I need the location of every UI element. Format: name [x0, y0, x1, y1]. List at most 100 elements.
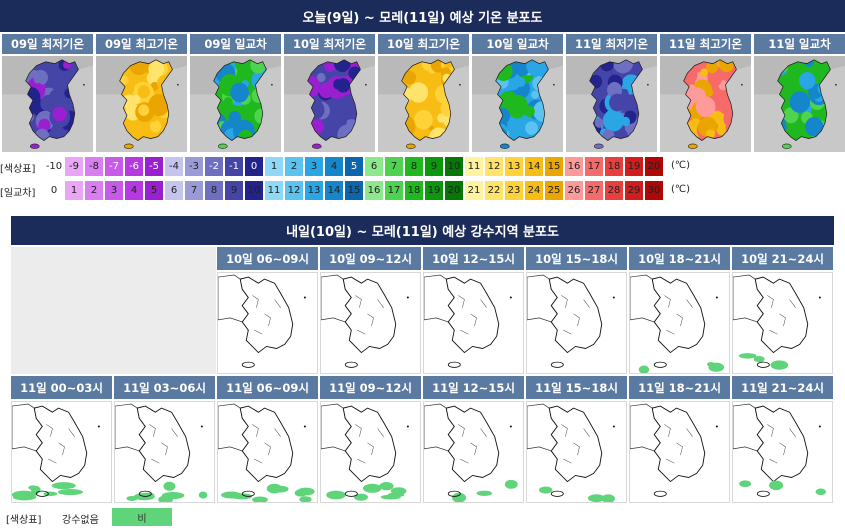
precip-map-image — [629, 401, 730, 503]
range-legend-swatch: 19 — [425, 181, 443, 200]
precip-map-label: 11일 15~18시 — [526, 376, 627, 399]
temp-map-image — [660, 56, 751, 152]
precip-map-grid: 10일 06~09시 10일 09~12시 10일 12~15시 10일 15~… — [11, 247, 834, 503]
temp-map-label: 11일 최고기온 — [660, 34, 751, 54]
range-legend-swatch: 0 — [45, 181, 63, 200]
temp-legend-swatch: 20 — [645, 157, 663, 176]
temp-legend-swatch: 9 — [425, 157, 443, 176]
range-legend-swatch: 23 — [505, 181, 523, 200]
temp-legend-swatch: 10 — [445, 157, 463, 176]
temp-map-row: 09일 최저기온 09일 최고기온 09일 일교차 10일 최저기온 10일 최… — [0, 34, 845, 152]
precip-map-cell: 10일 09~12시 — [320, 247, 421, 374]
precip-map-label: 10일 18~21시 — [629, 247, 730, 270]
precip-map-label: 10일 06~09시 — [217, 247, 318, 270]
temp-color-legend: [색상표] -10 -9 -8 -7 -6 -5 -4 -3 -2 -1 0 1 2 3 4 5 6 7 8 9 10 11… — [0, 157, 845, 177]
precip-map-cell: 10일 18~21시 — [629, 247, 730, 374]
temp-legend-title: [색상표] — [0, 164, 36, 175]
precip-map-image — [732, 401, 833, 503]
temp-legend-swatch: -1 — [225, 157, 243, 176]
range-legend-swatch: 17 — [385, 181, 403, 200]
range-legend-swatch: 8 — [205, 181, 223, 200]
range-legend-swatch: 4 — [125, 181, 143, 200]
temp-legend-swatch: 2 — [285, 157, 303, 176]
precip-map-label: 11일 09~12시 — [320, 376, 421, 399]
precip-map-label: 10일 21~24시 — [732, 247, 833, 270]
temp-legend-swatch: -6 — [125, 157, 143, 176]
temp-legend-swatch: -8 — [85, 157, 103, 176]
temp-map-label: 10일 일교차 — [472, 34, 563, 54]
range-legend-swatch: 20 — [445, 181, 463, 200]
precip-map-image — [217, 401, 318, 503]
temp-legend-swatch: 0 — [245, 157, 263, 176]
temp-legend-swatch: 15 — [545, 157, 563, 176]
temp-legend-swatch: 17 — [585, 157, 603, 176]
precip-map-cell: 10일 21~24시 — [732, 247, 833, 374]
precip-legend-rain: 비 — [112, 508, 172, 526]
temp-legend-unit: (℃) — [671, 160, 691, 171]
precip-map-label: 11일 21~24시 — [732, 376, 833, 399]
precip-map-label: 10일 09~12시 — [320, 247, 421, 270]
range-legend-swatch: 10 — [245, 181, 263, 200]
temp-legend-swatch: 6 — [365, 157, 383, 176]
temp-map-cell: 10일 일교차 — [472, 34, 563, 152]
temp-legend-swatch: 11 — [465, 157, 483, 176]
precip-map-cell: 10일 12~15시 — [423, 247, 524, 374]
precip-map-image — [423, 401, 524, 503]
range-legend-unit: (℃) — [671, 184, 691, 195]
precip-map-image — [629, 272, 730, 374]
temp-legend-swatch: -9 — [65, 157, 83, 176]
precip-map-cell: 11일 21~24시 — [732, 376, 833, 503]
precip-map-cell: 11일 06~09시 — [217, 376, 318, 503]
temp-legend-swatch: 13 — [505, 157, 523, 176]
precip-map-label: 11일 03~06시 — [114, 376, 215, 399]
range-legend-swatch: 21 — [465, 181, 483, 200]
precip-map-cell: 10일 06~09시 — [217, 247, 318, 374]
temp-legend-swatch: 18 — [605, 157, 623, 176]
range-legend-swatch: 12 — [285, 181, 303, 200]
temp-legend-swatch: -2 — [205, 157, 223, 176]
precip-map-image — [732, 272, 833, 374]
precip-legend-title: [색상표] — [6, 515, 42, 526]
temp-map-cell: 09일 일교차 — [190, 34, 281, 152]
precip-map-cell: 11일 18~21시 — [629, 376, 730, 503]
range-legend-swatch: 24 — [525, 181, 543, 200]
precip-map-image — [11, 401, 112, 503]
temp-map-cell: 09일 최고기온 — [96, 34, 187, 152]
temp-map-image — [96, 56, 187, 152]
temp-map-cell: 10일 최고기온 — [378, 34, 469, 152]
range-legend-swatch: 1 — [65, 181, 83, 200]
precip-map-label: 11일 00~03시 — [11, 376, 112, 399]
temp-map-image — [2, 56, 93, 152]
range-legend-swatch: 11 — [265, 181, 283, 200]
temp-legend-swatch: 3 — [305, 157, 323, 176]
range-legend-swatch: 14 — [325, 181, 343, 200]
temp-map-label: 11일 일교차 — [754, 34, 845, 54]
temp-map-image — [190, 56, 281, 152]
precip-map-cell: 10일 15~18시 — [526, 247, 627, 374]
range-legend-title: [일교차] — [0, 188, 36, 199]
temp-legend-swatch: -5 — [145, 157, 163, 176]
temp-legend-swatch: 14 — [525, 157, 543, 176]
precip-map-label: 11일 12~15시 — [423, 376, 524, 399]
precip-map-image — [320, 272, 421, 374]
temp-legend-swatch: 8 — [405, 157, 423, 176]
temp-map-label: 09일 최고기온 — [96, 34, 187, 54]
temp-section-title: 오늘(9일) ~ 모레(11일) 예상 기온 분포도 — [0, 0, 845, 32]
precip-legend: [색상표] 강수없음 비 — [0, 507, 300, 527]
temp-map-label: 09일 일교차 — [190, 34, 281, 54]
range-legend-swatch: 13 — [305, 181, 323, 200]
precip-map-label: 11일 06~09시 — [217, 376, 318, 399]
range-legend-swatch: 28 — [605, 181, 623, 200]
range-legend-swatch: 30 — [645, 181, 663, 200]
range-legend-swatch: 25 — [545, 181, 563, 200]
range-legend-swatch: 5 — [145, 181, 163, 200]
temp-legend-swatch: 19 — [625, 157, 643, 176]
precip-map-label: 10일 12~15시 — [423, 247, 524, 270]
precip-map-label: 10일 15~18시 — [526, 247, 627, 270]
precip-map-image — [320, 401, 421, 503]
temp-legend-swatch: -7 — [105, 157, 123, 176]
range-legend-swatch: 18 — [405, 181, 423, 200]
temp-map-label: 11일 최저기온 — [566, 34, 657, 54]
temp-map-label: 09일 최저기온 — [2, 34, 93, 54]
temp-map-cell: 09일 최저기온 — [2, 34, 93, 152]
